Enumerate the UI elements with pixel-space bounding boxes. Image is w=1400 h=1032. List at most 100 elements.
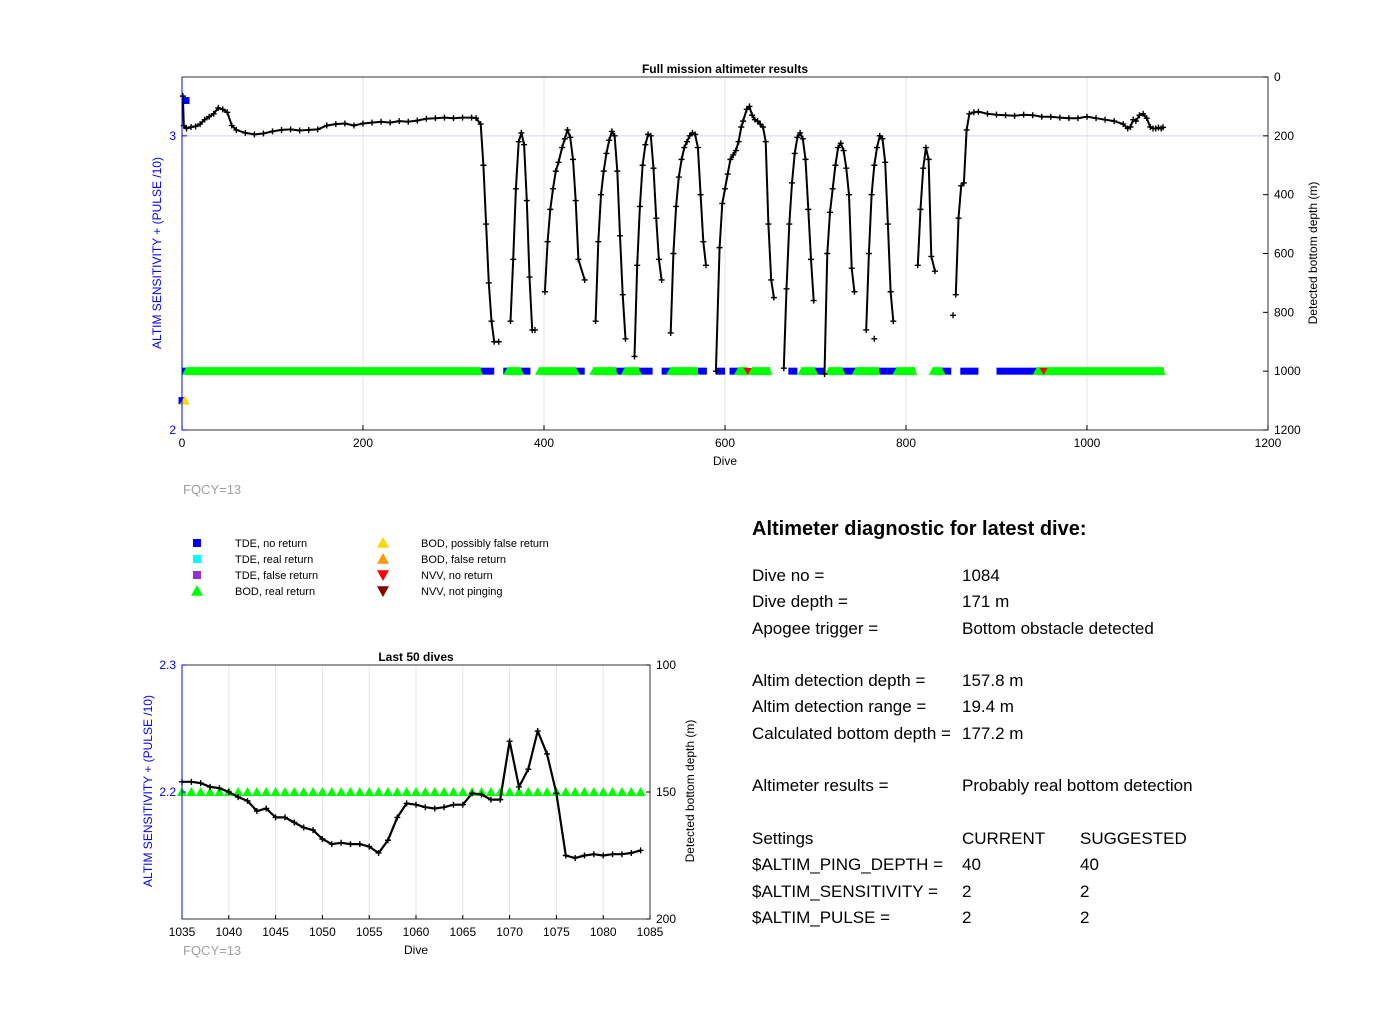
small-x-tick-label: 1055 <box>356 925 383 939</box>
depth-point <box>575 256 582 263</box>
det-range-label: Altim detection range = <box>752 697 927 717</box>
depth-point <box>515 138 522 145</box>
depth-point <box>534 728 541 735</box>
bod-real-return-marker <box>570 787 581 796</box>
depth-point <box>518 129 525 136</box>
depth-point <box>955 215 962 222</box>
settings-header-row: Settings CURRENT SUGGESTED <box>752 826 1312 852</box>
bod-real-return-marker <box>560 787 571 796</box>
depth-point <box>757 121 764 128</box>
calc-depth-row: Calculated bottom depth = 177.2 m <box>752 721 1312 747</box>
depth-point <box>332 121 339 128</box>
depth-point <box>840 147 847 154</box>
depth-point <box>805 206 812 213</box>
depth-point <box>993 111 1000 118</box>
apogee-value: Bottom obstacle detected <box>962 618 1154 638</box>
tde-no-return-marker <box>182 97 190 105</box>
depth-point <box>287 126 294 133</box>
depth-point <box>931 268 938 275</box>
depth-point <box>1038 113 1045 120</box>
depth-point <box>1120 121 1127 128</box>
bod-real-return-marker <box>871 366 881 375</box>
depth-point <box>922 144 929 151</box>
bod-real-return-marker <box>298 787 309 796</box>
main-x-tick-label: 400 <box>534 436 554 450</box>
depth-point <box>1047 113 1054 120</box>
depth-point <box>738 124 745 131</box>
depth-point <box>675 174 682 181</box>
bod-real-return-marker <box>392 787 403 796</box>
legend-square-marker <box>193 571 201 579</box>
depth-point <box>984 110 991 117</box>
depth-point <box>702 262 709 269</box>
depth-point <box>719 200 726 207</box>
bod-real-return-marker <box>326 787 337 796</box>
tde-no-return-marker <box>715 367 725 375</box>
nvv-no-return-marker <box>743 367 752 376</box>
depth-point <box>296 127 303 134</box>
depth-point <box>441 114 448 121</box>
tde-no-return-marker <box>729 367 739 375</box>
legend-square-marker <box>193 539 201 547</box>
depth-point <box>618 851 625 858</box>
pulse-label: $ALTIM_PULSE = <box>752 907 891 927</box>
depth-point <box>960 179 967 186</box>
depth-point <box>544 750 551 757</box>
bod-real-return-marker <box>763 366 773 375</box>
pulse-suggested: 2 <box>1080 907 1090 927</box>
depth-point <box>478 791 485 798</box>
tde-no-return-marker <box>815 367 825 375</box>
nvv-no-return-marker <box>1039 367 1048 376</box>
depth-point <box>469 790 476 797</box>
small-x-tick-label: 1045 <box>262 925 289 939</box>
depth-point <box>606 137 613 144</box>
calc-depth-label: Calculated bottom depth = <box>752 723 951 743</box>
depth-point <box>863 326 870 333</box>
ping-label: $ALTIM_PING_DEPTH = <box>752 855 943 875</box>
depth-point <box>323 122 330 129</box>
main-y-tick-label: 3 <box>169 129 176 143</box>
legend-label: TDE, real return <box>235 554 313 566</box>
depth-point <box>378 118 385 125</box>
ping-suggested: 40 <box>1080 855 1099 875</box>
dive-no-row: Dive no = 1084 <box>752 563 1312 589</box>
depth-point <box>617 232 624 239</box>
small-chart-title: Last 50 dives <box>378 650 454 664</box>
depth-point <box>547 206 554 213</box>
depth-point <box>305 126 312 133</box>
depth-point <box>201 116 208 123</box>
depth-point <box>783 285 790 292</box>
depth-point <box>553 790 560 797</box>
depth-point <box>319 835 326 842</box>
legend-label: TDE, false return <box>235 570 318 582</box>
depth-point <box>722 185 728 192</box>
pulse-row: $ALTIM_PULSE = 2 2 <box>752 905 1312 931</box>
bod-real-return-marker <box>936 366 946 375</box>
depth-point <box>724 171 731 178</box>
tde-no-return-marker <box>616 367 626 375</box>
tde-no-return-marker <box>639 367 653 375</box>
depth-point <box>760 124 767 131</box>
depth-point <box>732 147 739 154</box>
main-chart: 0 200 400 600 800 1000 1200 2 3 0 200 400 600 800 1000… <box>150 62 1320 497</box>
diagnostic-panel: Altimeter diagnostic for latest dive: Di… <box>752 518 1312 931</box>
small-depth-trace <box>179 727 644 862</box>
bod-real-return-marker <box>607 787 618 796</box>
depth-point <box>746 103 753 110</box>
bod-real-return-marker <box>420 787 431 796</box>
depth-point <box>572 855 579 862</box>
depth-point <box>413 801 419 808</box>
bod-real-return-marker <box>616 787 627 796</box>
legend-square-marker <box>193 555 201 563</box>
depth-point <box>975 108 982 115</box>
det-depth-value: 157.8 m <box>962 671 1024 691</box>
depth-point <box>780 365 787 372</box>
bod-real-return-marker <box>214 787 225 796</box>
depth-point <box>541 288 548 295</box>
depth-point <box>845 191 852 198</box>
depth-point <box>219 106 226 113</box>
main-x-tick-label: 200 <box>353 436 373 450</box>
tde-no-return-marker <box>521 367 531 375</box>
tde-no-return-marker <box>878 367 888 375</box>
depth-point <box>712 368 719 375</box>
